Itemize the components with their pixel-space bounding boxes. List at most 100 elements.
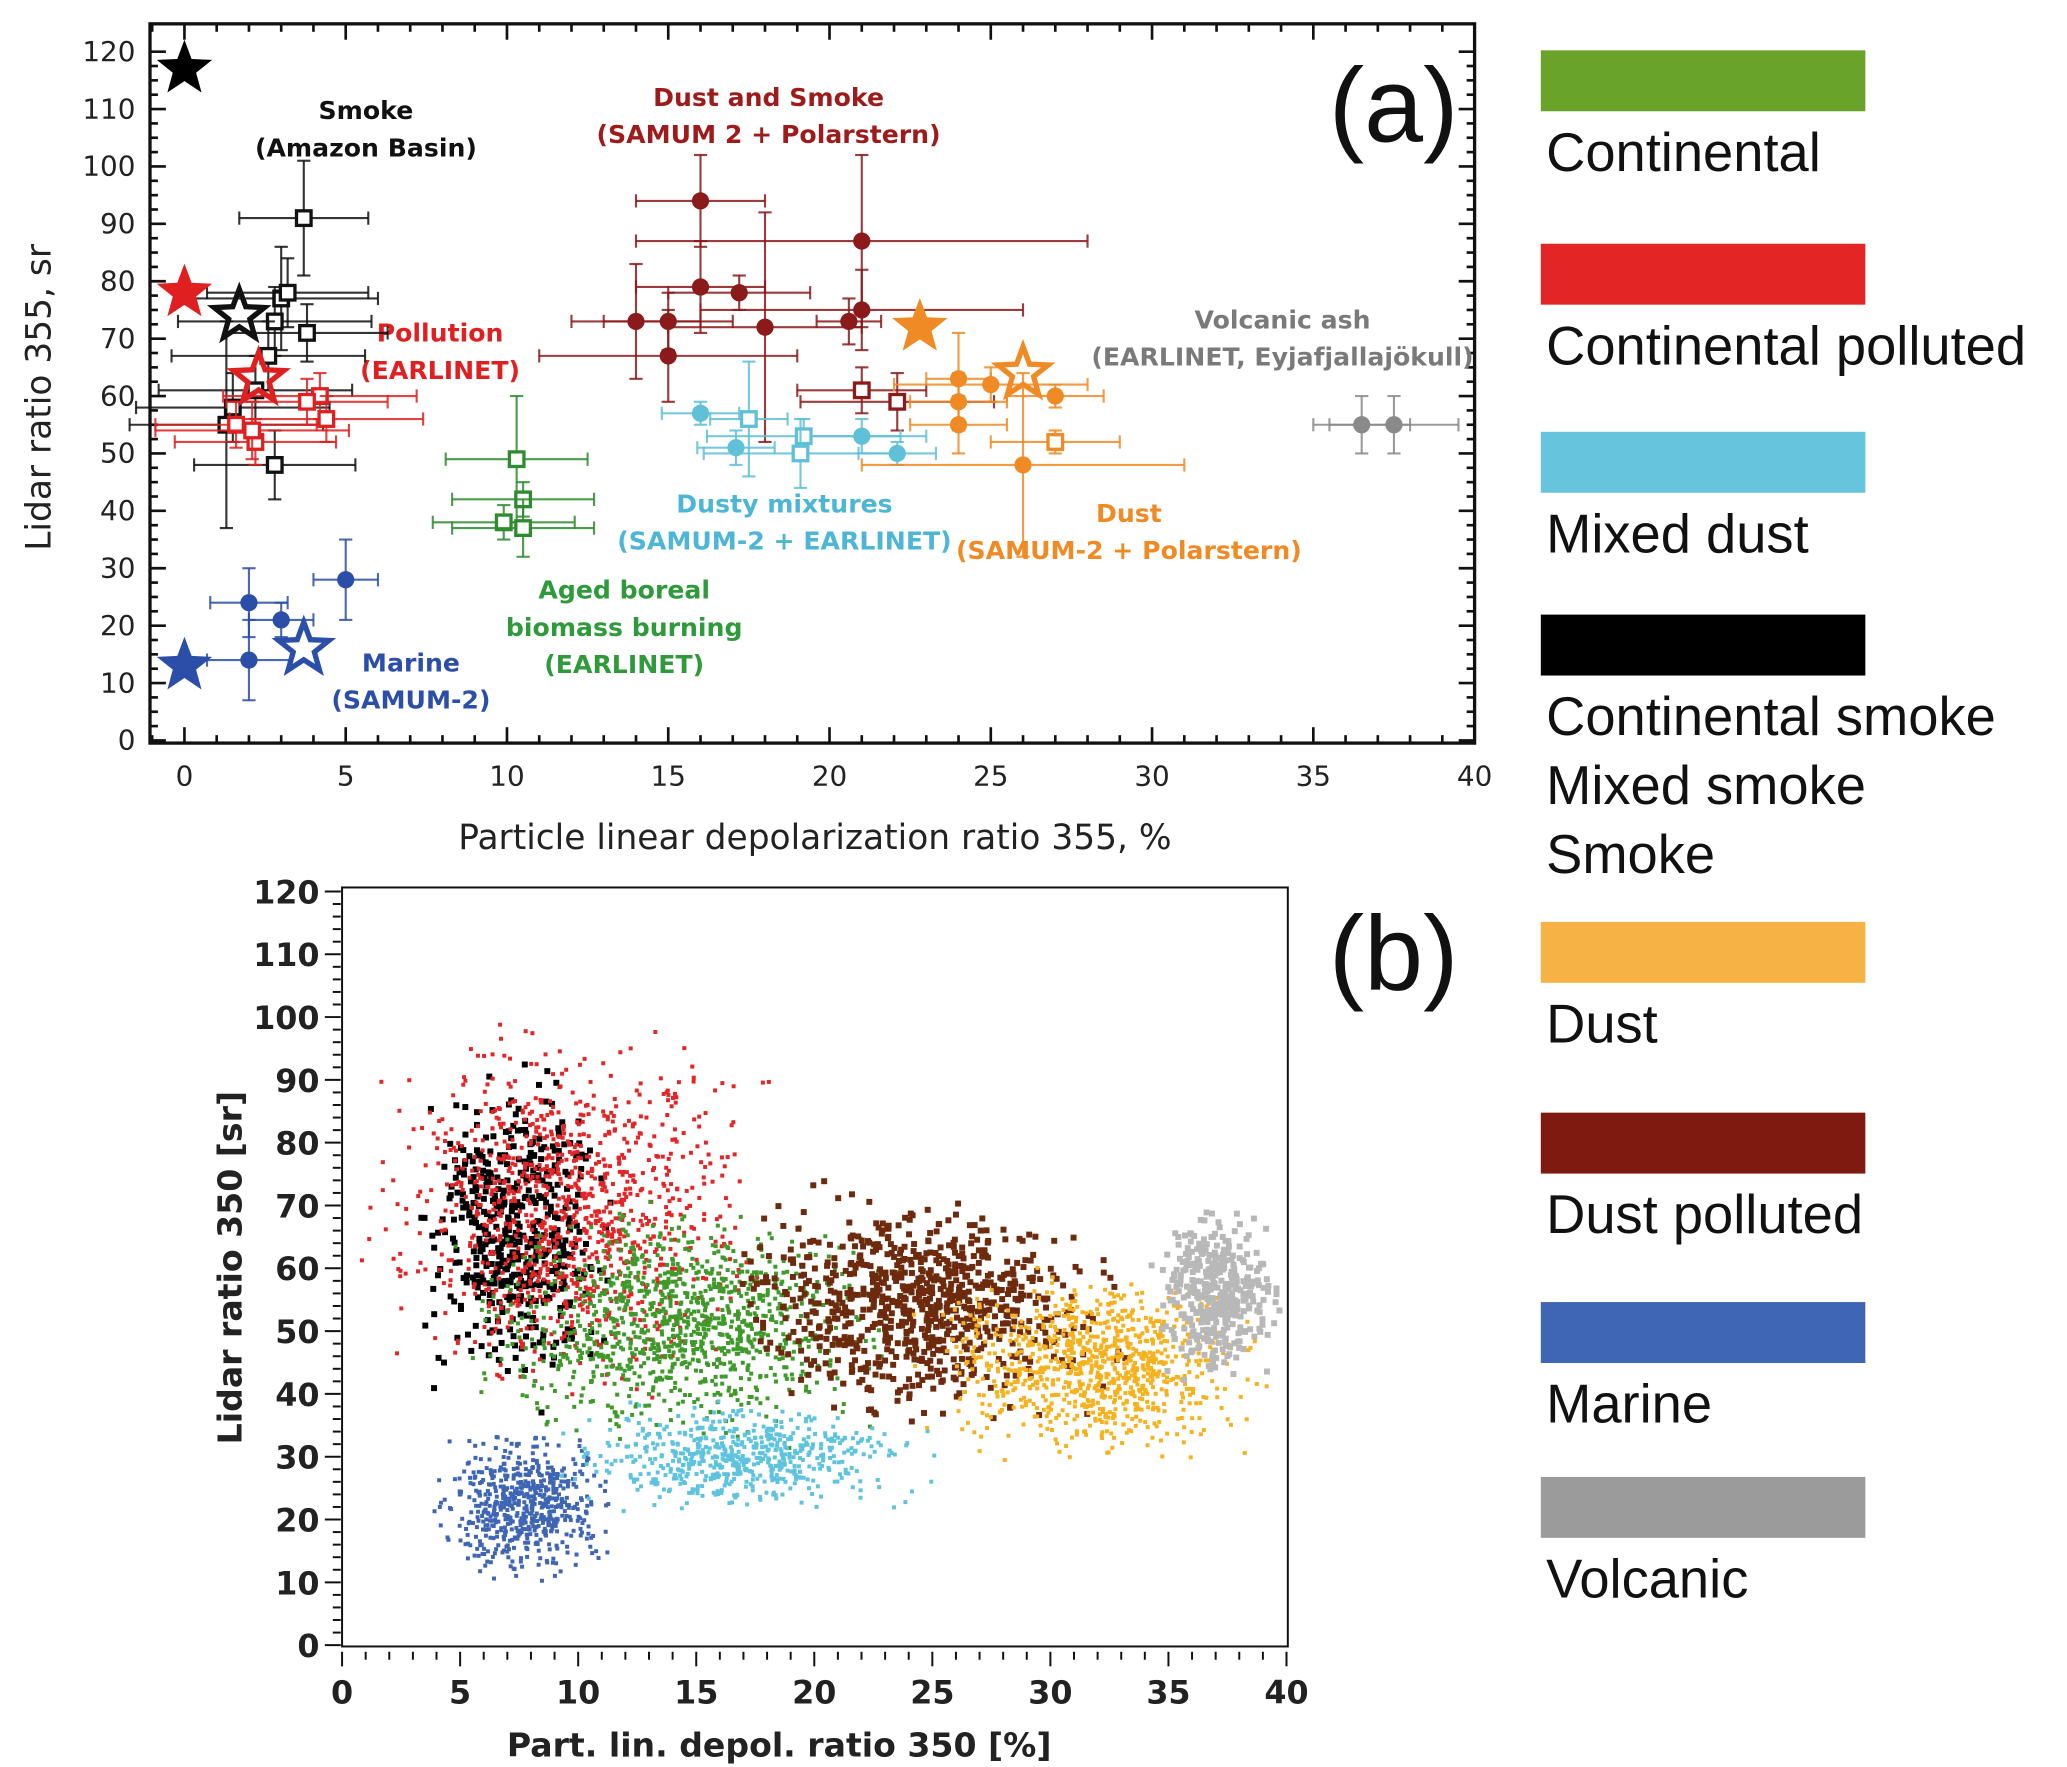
scatter-point	[879, 1227, 886, 1234]
scatter-point	[750, 1344, 755, 1349]
scatter-point	[573, 1222, 580, 1229]
scatter-point	[592, 1304, 596, 1309]
scatter-point	[684, 1188, 689, 1193]
scatter-point	[542, 1298, 547, 1303]
scatter-point	[690, 1357, 695, 1362]
scatter-point	[535, 1279, 540, 1284]
scatter-point	[603, 1479, 608, 1484]
scatter-point	[821, 1452, 826, 1457]
scatter-point	[546, 1341, 551, 1346]
scatter-point	[1000, 1327, 1007, 1334]
scatter-point	[730, 1319, 735, 1324]
scatter-point	[668, 1418, 673, 1423]
scatter-point	[663, 1321, 668, 1326]
scatter-point	[637, 1289, 642, 1294]
scatter-point	[501, 1153, 506, 1158]
scatter-point	[524, 1259, 531, 1266]
circle-marker	[949, 416, 968, 434]
scatter-point	[529, 1494, 534, 1499]
scatter-point	[827, 1445, 832, 1450]
scatter-point	[685, 1447, 690, 1452]
scatter-point	[523, 1255, 527, 1260]
scatter-point	[698, 1290, 703, 1295]
scatter-point	[491, 1474, 496, 1479]
scatter-point	[542, 1136, 547, 1141]
scatter-point	[647, 1100, 652, 1105]
scatter-point	[468, 1543, 473, 1548]
scatter-point	[578, 1323, 583, 1328]
scatter-point	[699, 1344, 704, 1349]
scatter-point	[854, 1340, 859, 1345]
scatter-point	[873, 1220, 880, 1227]
scatter-point	[811, 1478, 816, 1483]
scatter-point	[514, 1513, 519, 1518]
scatter-point	[499, 1258, 506, 1265]
scatter-point	[539, 1353, 546, 1360]
annotation-label: Dust	[1096, 499, 1162, 528]
data-point	[154, 400, 350, 461]
scatter-point	[698, 1380, 703, 1385]
scatter-point	[728, 1240, 733, 1245]
scatter-point	[498, 1178, 505, 1185]
scatter-point	[507, 1237, 514, 1244]
scatter-point	[776, 1306, 781, 1311]
scatter-point	[550, 1156, 555, 1161]
scatter-point	[576, 1358, 581, 1363]
scatter-point	[664, 1165, 669, 1170]
scatter-point	[569, 1330, 574, 1335]
scatter-point	[658, 1076, 663, 1081]
scatter-point	[681, 1420, 686, 1425]
scatter-point	[533, 1514, 538, 1519]
scatter-point	[513, 1536, 518, 1541]
scatter-point	[795, 1318, 802, 1325]
scatter-point	[765, 1396, 770, 1401]
scatter-point	[628, 1357, 633, 1362]
scatter-point	[615, 1323, 620, 1328]
scatter-point	[529, 1274, 534, 1279]
scatter-point	[632, 1479, 636, 1484]
scatter-point	[710, 1455, 715, 1460]
scatter-point	[531, 1482, 536, 1487]
scatter-point	[527, 1111, 532, 1116]
scatter-point	[899, 1318, 906, 1325]
scatter-point	[666, 1092, 671, 1097]
scatter-point	[584, 1230, 589, 1235]
scatter-point	[739, 1294, 744, 1299]
scatter-point	[841, 1402, 846, 1407]
scatter-point	[649, 1480, 654, 1485]
scatter-point	[621, 1214, 626, 1219]
scatter-point	[512, 1342, 518, 1349]
scatter-point	[803, 1356, 810, 1363]
scatter-point	[432, 1509, 437, 1514]
scatter-point	[567, 1175, 572, 1180]
scatter-point	[484, 1223, 489, 1228]
scatter-point	[806, 1486, 811, 1491]
scatter-point	[597, 1293, 602, 1298]
scatter-point	[562, 1168, 569, 1175]
scatter-point	[794, 1477, 798, 1482]
scatter-point	[641, 1275, 646, 1280]
circle-marker	[1014, 456, 1032, 474]
scatter-point	[653, 1456, 658, 1461]
data-point	[156, 39, 213, 93]
scatter-point	[879, 1373, 886, 1380]
scatter-point	[673, 1266, 678, 1271]
scatter-point	[528, 1281, 533, 1286]
scatter-point	[536, 1523, 541, 1528]
scatter-point	[792, 1468, 797, 1473]
scatter-point	[729, 1123, 734, 1128]
scatter-point	[459, 1197, 466, 1204]
scatter-point	[803, 1388, 808, 1393]
scatter-point	[887, 1324, 894, 1331]
scatter-point	[631, 1321, 636, 1325]
scatter-point	[669, 1226, 674, 1231]
scatter-point	[662, 1236, 667, 1241]
scatter-point	[847, 1261, 854, 1268]
scatter-point	[566, 1337, 571, 1342]
scatter-point	[632, 1352, 637, 1357]
scatter-point	[836, 1460, 841, 1465]
scatter-point	[898, 1274, 905, 1281]
scatter-point	[527, 1264, 534, 1271]
scatter-point	[531, 1228, 538, 1234]
